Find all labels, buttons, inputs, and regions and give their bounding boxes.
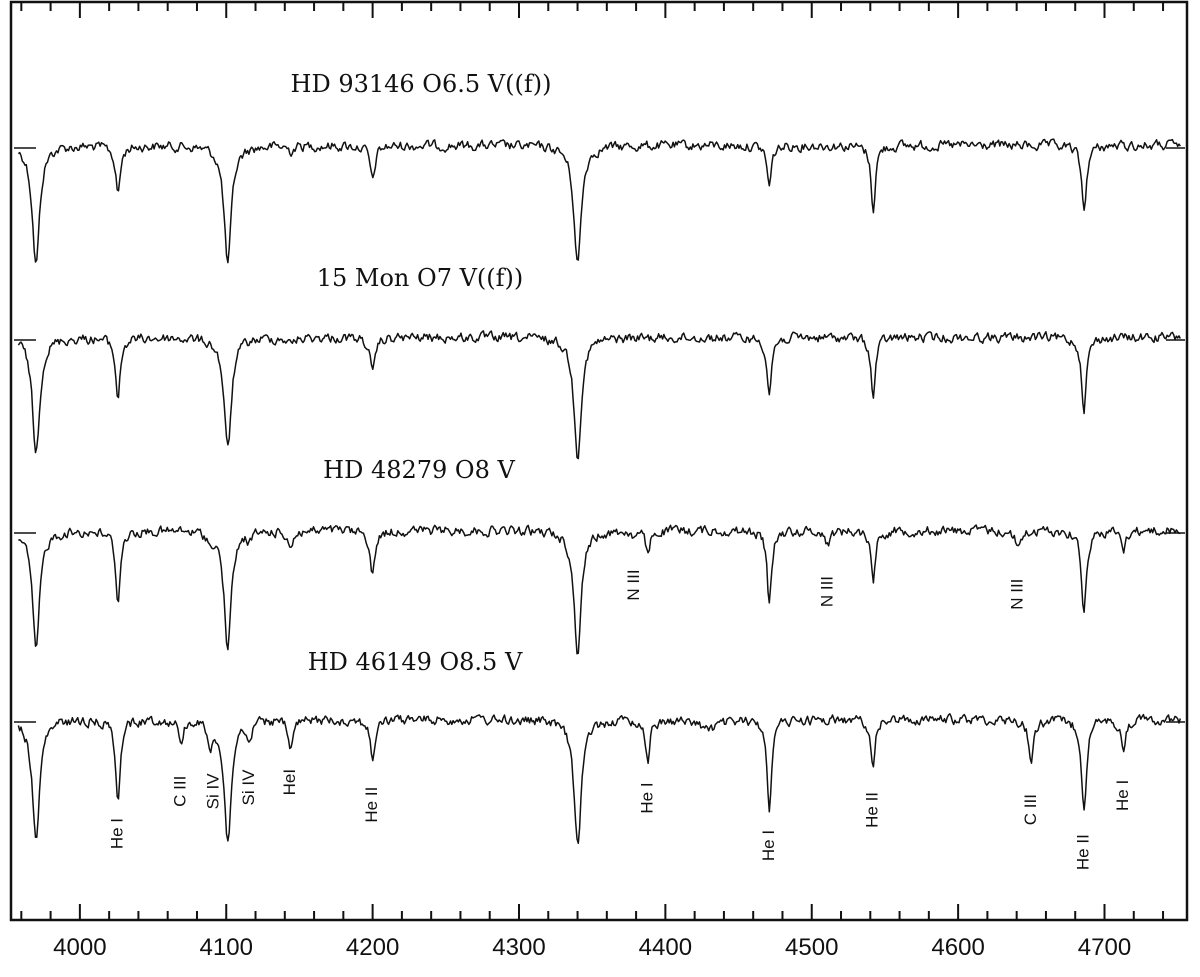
x-tick-label: 4400 (639, 934, 692, 961)
x-tick-label: 4200 (346, 934, 399, 961)
line-id-label: N III (624, 569, 643, 600)
x-tick-label: 4300 (492, 934, 545, 961)
star-labels: HD 93146 O6.5 V((f)) 15 Mon O7 V((f)) HD 4… (291, 70, 552, 676)
spectrum-label: HD 48279 O8 V (323, 456, 515, 484)
x-tick-labels: 4000 4100 4200 4300 4400 4500 4600 4700 (53, 934, 1131, 961)
x-tick-label: 4600 (931, 934, 984, 961)
line-id-label: He II (362, 787, 381, 823)
spectra-group (14, 138, 1185, 845)
x-axis (20, 2, 1165, 920)
spectrum-line (17, 138, 1181, 264)
spectrum-label: HD 46149 O8.5 V (308, 648, 523, 676)
x-tick-label: 4700 (1078, 934, 1131, 961)
line-id-label: C III (1021, 794, 1040, 825)
line-id-label: He II (1074, 834, 1093, 870)
line-id-label: He I (1113, 780, 1132, 811)
spectrum-line (17, 713, 1182, 845)
spectrum-line (18, 524, 1181, 655)
line-id-label: N III (817, 576, 836, 607)
x-tick-label: 4500 (785, 934, 838, 961)
line-id-label: N III (1008, 579, 1027, 610)
line-id-label: He I (107, 818, 126, 849)
line-id-label: He I (637, 782, 656, 813)
x-tick-label: 4100 (200, 934, 253, 961)
line-id-label: HeI (280, 769, 299, 795)
line-id-label: He I (759, 830, 778, 861)
spectrum-label: HD 93146 O6.5 V((f)) (291, 70, 552, 98)
plot-frame (9, 0, 1189, 922)
x-tick-label: 4000 (53, 934, 106, 961)
line-id-label: He II (863, 792, 882, 828)
line-id-label: Si IV (204, 773, 223, 810)
spectrum-label: 15 Mon O7 V((f)) (317, 264, 524, 292)
spectrum-line (17, 330, 1181, 460)
line-id-label: Si IV (239, 769, 258, 806)
line-identifications: N III N III N III He I C III Si IV Si IV HeI He … (107, 569, 1132, 870)
line-id-label: C III (170, 776, 189, 807)
